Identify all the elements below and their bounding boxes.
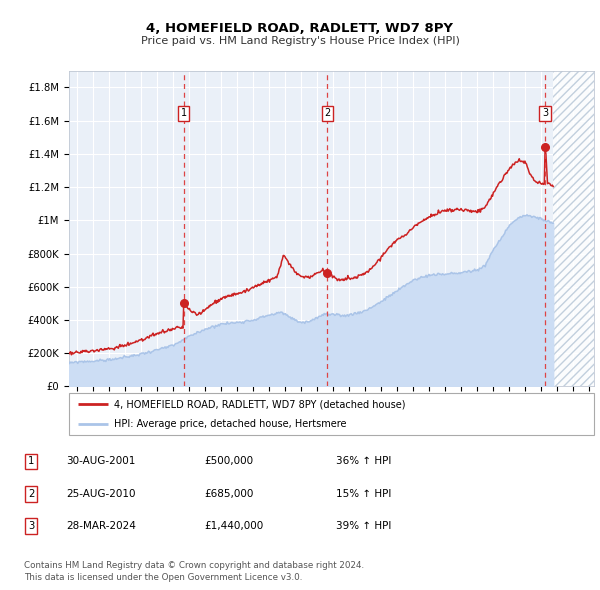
Text: 30-AUG-2001: 30-AUG-2001 (66, 457, 136, 466)
Text: 39% ↑ HPI: 39% ↑ HPI (336, 522, 391, 531)
Text: 15% ↑ HPI: 15% ↑ HPI (336, 489, 391, 499)
Text: 4, HOMEFIELD ROAD, RADLETT, WD7 8PY: 4, HOMEFIELD ROAD, RADLETT, WD7 8PY (146, 22, 454, 35)
Text: Price paid vs. HM Land Registry's House Price Index (HPI): Price paid vs. HM Land Registry's House … (140, 37, 460, 46)
Text: 25-AUG-2010: 25-AUG-2010 (66, 489, 136, 499)
Text: This data is licensed under the Open Government Licence v3.0.: This data is licensed under the Open Gov… (24, 572, 302, 582)
Text: 1: 1 (181, 109, 187, 119)
Text: £1,440,000: £1,440,000 (204, 522, 263, 531)
Bar (553, 71, 594, 386)
Text: £500,000: £500,000 (204, 457, 253, 466)
Text: 4, HOMEFIELD ROAD, RADLETT, WD7 8PY (detached house): 4, HOMEFIELD ROAD, RADLETT, WD7 8PY (det… (113, 399, 405, 409)
Text: 3: 3 (542, 109, 548, 119)
Text: HPI: Average price, detached house, Hertsmere: HPI: Average price, detached house, Hert… (113, 419, 346, 429)
Text: 36% ↑ HPI: 36% ↑ HPI (336, 457, 391, 466)
Text: 28-MAR-2024: 28-MAR-2024 (66, 522, 136, 531)
Text: 1: 1 (28, 457, 34, 466)
Text: Contains HM Land Registry data © Crown copyright and database right 2024.: Contains HM Land Registry data © Crown c… (24, 560, 364, 570)
Text: £685,000: £685,000 (204, 489, 253, 499)
FancyBboxPatch shape (69, 393, 594, 435)
Text: 2: 2 (28, 489, 34, 499)
Text: 3: 3 (28, 522, 34, 531)
Text: 2: 2 (325, 109, 331, 119)
